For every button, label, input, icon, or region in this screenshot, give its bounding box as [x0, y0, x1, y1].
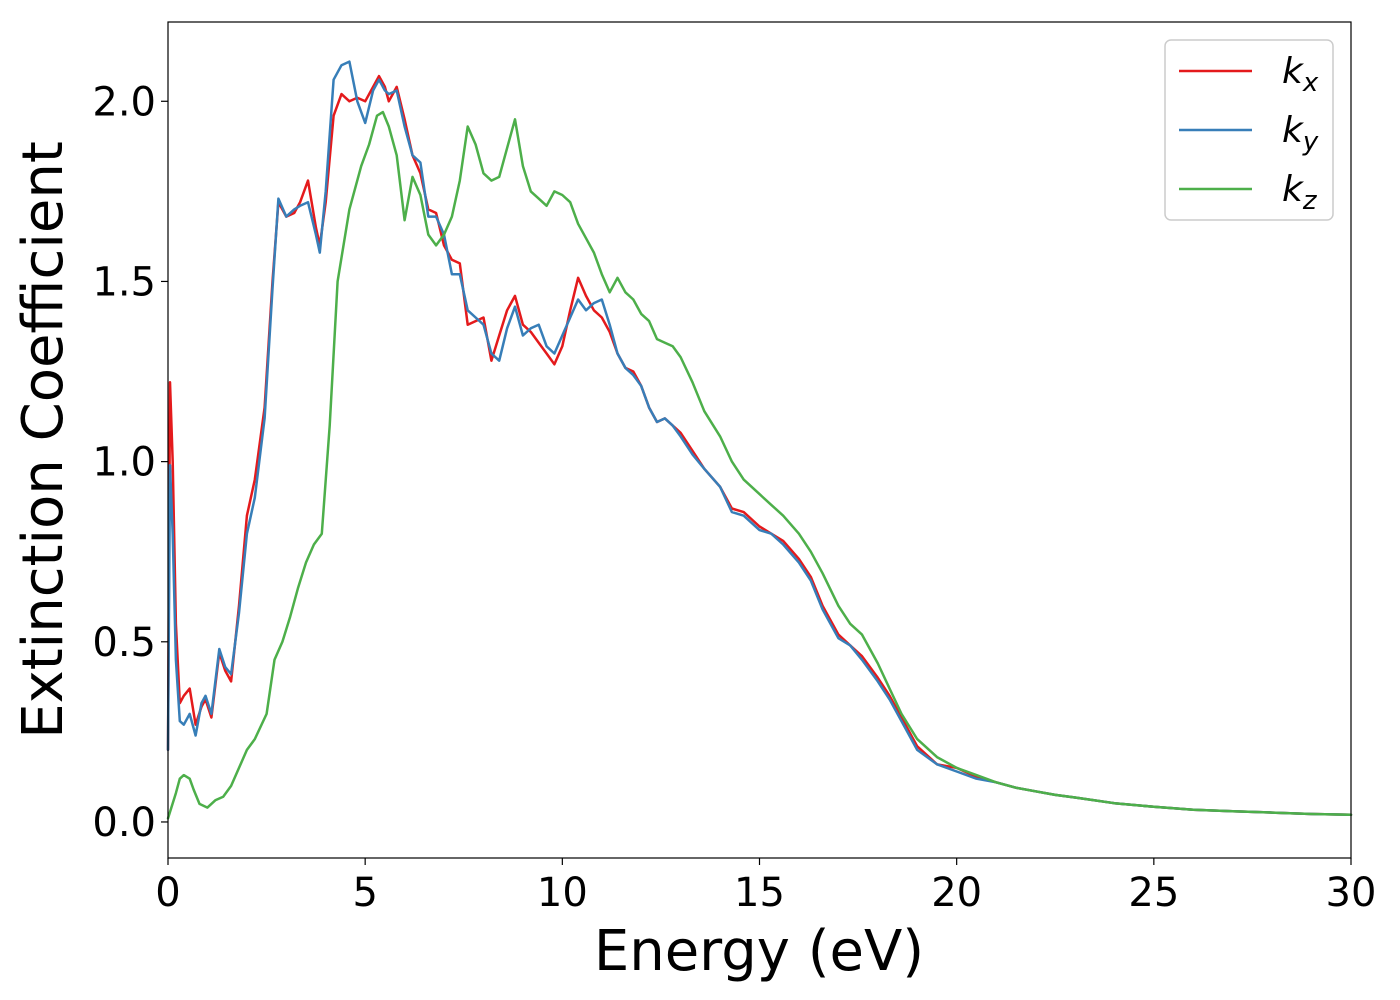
x-tick-label: 5 [352, 870, 377, 916]
y-tick-label: 0.5 [92, 620, 156, 666]
y-axis: 0.0 0.5 1.0 1.5 2.0 [92, 79, 168, 846]
legend-label-subscript: x [1302, 68, 1319, 98]
x-tick-label: 25 [1128, 870, 1179, 916]
series-line-k-z [166, 110, 1353, 820]
x-tick-label: 10 [537, 870, 588, 916]
legend-label-k-x: kx [1282, 51, 1319, 98]
x-tick-label: 30 [1326, 870, 1377, 916]
legend-label-main: k [1282, 110, 1305, 151]
y-tick-label: 0.0 [92, 800, 156, 846]
y-tick-label: 2.0 [92, 79, 156, 125]
x-tick-label: 0 [155, 870, 180, 916]
series-layer [166, 60, 1353, 820]
legend-label-subscript: y [1302, 127, 1319, 157]
x-axis: 0 5 10 15 20 25 30 [155, 858, 1376, 916]
series-line-k-y [166, 60, 1353, 817]
legend-label-k-z: kz [1282, 169, 1318, 216]
y-axis-title: Extinction Coefficient [11, 141, 76, 739]
x-axis-title: Energy (eV) [594, 919, 924, 984]
legend-label-main: k [1282, 51, 1305, 92]
legend-label-k-y: ky [1282, 110, 1319, 157]
legend-label-main: k [1282, 169, 1305, 210]
y-tick-label: 1.5 [92, 259, 156, 305]
x-tick-label: 20 [931, 870, 982, 916]
x-tick-label: 15 [734, 870, 785, 916]
y-tick-label: 1.0 [92, 440, 156, 486]
legend-label-subscript: z [1302, 186, 1318, 216]
